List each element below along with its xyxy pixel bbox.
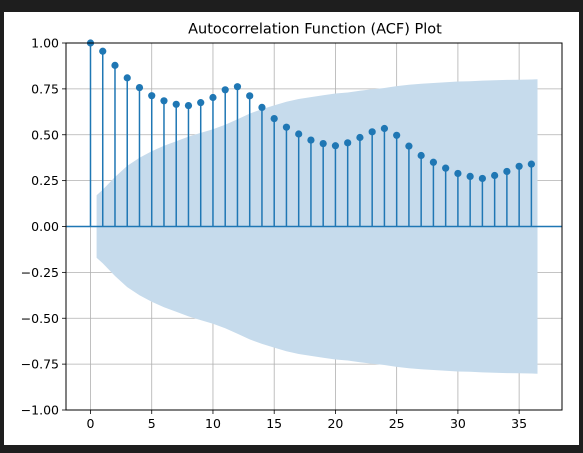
y-tick-label: −0.25 <box>21 265 59 280</box>
x-tick-label: 0 <box>87 416 95 431</box>
acf-marker <box>454 169 462 178</box>
acf-marker <box>368 128 376 136</box>
x-tick-label: 10 <box>205 416 221 431</box>
x-tick-label: 35 <box>511 416 527 431</box>
acf-marker <box>527 160 535 168</box>
x-tick-label: 5 <box>148 416 156 431</box>
y-tick-label: 1.00 <box>31 36 59 51</box>
x-tick-label: 30 <box>450 416 466 431</box>
acf-marker <box>515 162 523 170</box>
acf-marker <box>282 123 291 131</box>
stems <box>89 43 533 227</box>
acf-marker <box>405 142 413 150</box>
acf-marker <box>123 74 131 82</box>
y-tick-label: 0.25 <box>31 173 59 188</box>
y-tick-label: −0.75 <box>21 357 59 372</box>
acf-chart: 0 5 10 15 20 25 30 35 −1.00 −0.75 −0.50 −0.25 0.00 0… <box>4 12 579 445</box>
x-tick-label: 15 <box>266 416 282 431</box>
y-tick-label: −0.50 <box>21 311 59 326</box>
acf-marker <box>503 167 511 176</box>
y-tick-label: 0.75 <box>31 81 59 96</box>
acf-marker <box>221 86 229 94</box>
figure: 0 5 10 15 20 25 30 35 −1.00 −0.75 −0.50 −0.25 0.00 0… <box>4 12 579 445</box>
acf-marker <box>99 47 107 55</box>
acf-marker <box>380 124 389 133</box>
acf-marker <box>148 92 156 100</box>
acf-marker <box>246 92 254 100</box>
x-tick-label: 20 <box>327 416 343 431</box>
acf-marker <box>356 133 364 142</box>
acf-marker <box>135 83 144 92</box>
acf-marker <box>307 136 315 144</box>
y-axis: −1.00 −0.75 −0.50 −0.25 0.00 0.25 0.50 0.75 1.00 <box>21 36 66 418</box>
x-tick-label: 25 <box>389 416 405 431</box>
acf-marker <box>233 83 242 91</box>
acf-marker <box>184 101 193 110</box>
acf-marker <box>442 164 450 172</box>
acf-marker <box>295 130 303 138</box>
acf-marker <box>466 172 474 181</box>
y-tick-label: 0.50 <box>31 127 59 142</box>
acf-marker <box>209 93 217 102</box>
acf-marker <box>491 171 499 180</box>
x-axis: 0 5 10 15 20 25 30 35 <box>87 410 527 431</box>
acf-marker <box>270 115 278 123</box>
acf-marker <box>111 61 119 69</box>
y-tick-label: −1.00 <box>21 403 59 418</box>
acf-marker <box>344 139 352 147</box>
acf-marker <box>478 174 486 183</box>
y-tick-label: 0.00 <box>31 219 59 234</box>
acf-marker <box>417 151 425 160</box>
acf-marker <box>172 100 180 108</box>
markers <box>86 39 535 183</box>
acf-marker <box>393 131 401 139</box>
chart-title: Autocorrelation Function (ACF) Plot <box>188 22 442 38</box>
acf-marker <box>429 158 438 166</box>
acf-marker <box>197 99 205 107</box>
acf-marker <box>160 97 168 105</box>
acf-marker <box>331 142 340 150</box>
acf-marker <box>258 103 266 112</box>
acf-marker <box>319 139 327 148</box>
